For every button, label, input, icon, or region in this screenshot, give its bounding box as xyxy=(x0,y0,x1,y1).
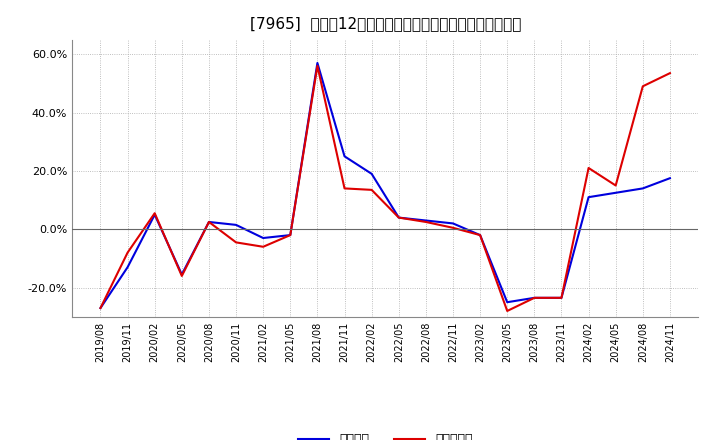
経常利益 xyxy=(557,295,566,301)
当期純利益 xyxy=(96,305,105,311)
Line: 当期純利益: 当期純利益 xyxy=(101,66,670,311)
経常利益 xyxy=(123,264,132,270)
経常利益 xyxy=(150,212,159,217)
当期純利益 xyxy=(367,187,376,193)
経常利益 xyxy=(503,300,511,305)
経常利益 xyxy=(639,186,647,191)
当期純利益 xyxy=(178,273,186,279)
当期純利益 xyxy=(313,63,322,69)
経常利益 xyxy=(286,232,294,238)
経常利益 xyxy=(178,272,186,277)
経常利益 xyxy=(530,295,539,301)
当期純利益 xyxy=(123,250,132,255)
経常利益 xyxy=(232,222,240,227)
経常利益 xyxy=(611,190,620,195)
経常利益 xyxy=(259,235,268,241)
当期純利益 xyxy=(639,84,647,89)
経常利益 xyxy=(476,232,485,238)
経常利益 xyxy=(665,176,674,181)
当期純利益 xyxy=(395,215,403,220)
当期純利益 xyxy=(259,244,268,249)
当期純利益 xyxy=(421,219,430,224)
当期純利益 xyxy=(449,225,457,231)
経常利益 xyxy=(395,215,403,220)
当期純利益 xyxy=(204,219,213,224)
経常利益 xyxy=(204,219,213,224)
当期純利益 xyxy=(584,165,593,171)
当期純利益 xyxy=(503,308,511,314)
当期純利益 xyxy=(665,70,674,76)
Legend: 経常利益, 当期純利益: 経常利益, 当期純利益 xyxy=(293,429,477,440)
経常利益 xyxy=(449,221,457,226)
当期純利益 xyxy=(232,240,240,245)
当期純利益 xyxy=(557,295,566,301)
経常利益 xyxy=(96,305,105,311)
当期純利益 xyxy=(341,186,349,191)
当期純利益 xyxy=(530,295,539,301)
経常利益 xyxy=(341,154,349,159)
Line: 経常利益: 経常利益 xyxy=(101,63,670,308)
当期純利益 xyxy=(611,183,620,188)
Title: [7965]  利益の12か月移動合計の対前年同期増減率の推移: [7965] 利益の12か月移動合計の対前年同期増減率の推移 xyxy=(250,16,521,32)
当期純利益 xyxy=(476,232,485,238)
経常利益 xyxy=(367,171,376,176)
当期純利益 xyxy=(150,211,159,216)
経常利益 xyxy=(584,194,593,200)
当期純利益 xyxy=(286,232,294,238)
経常利益 xyxy=(421,218,430,223)
経常利益 xyxy=(313,60,322,66)
